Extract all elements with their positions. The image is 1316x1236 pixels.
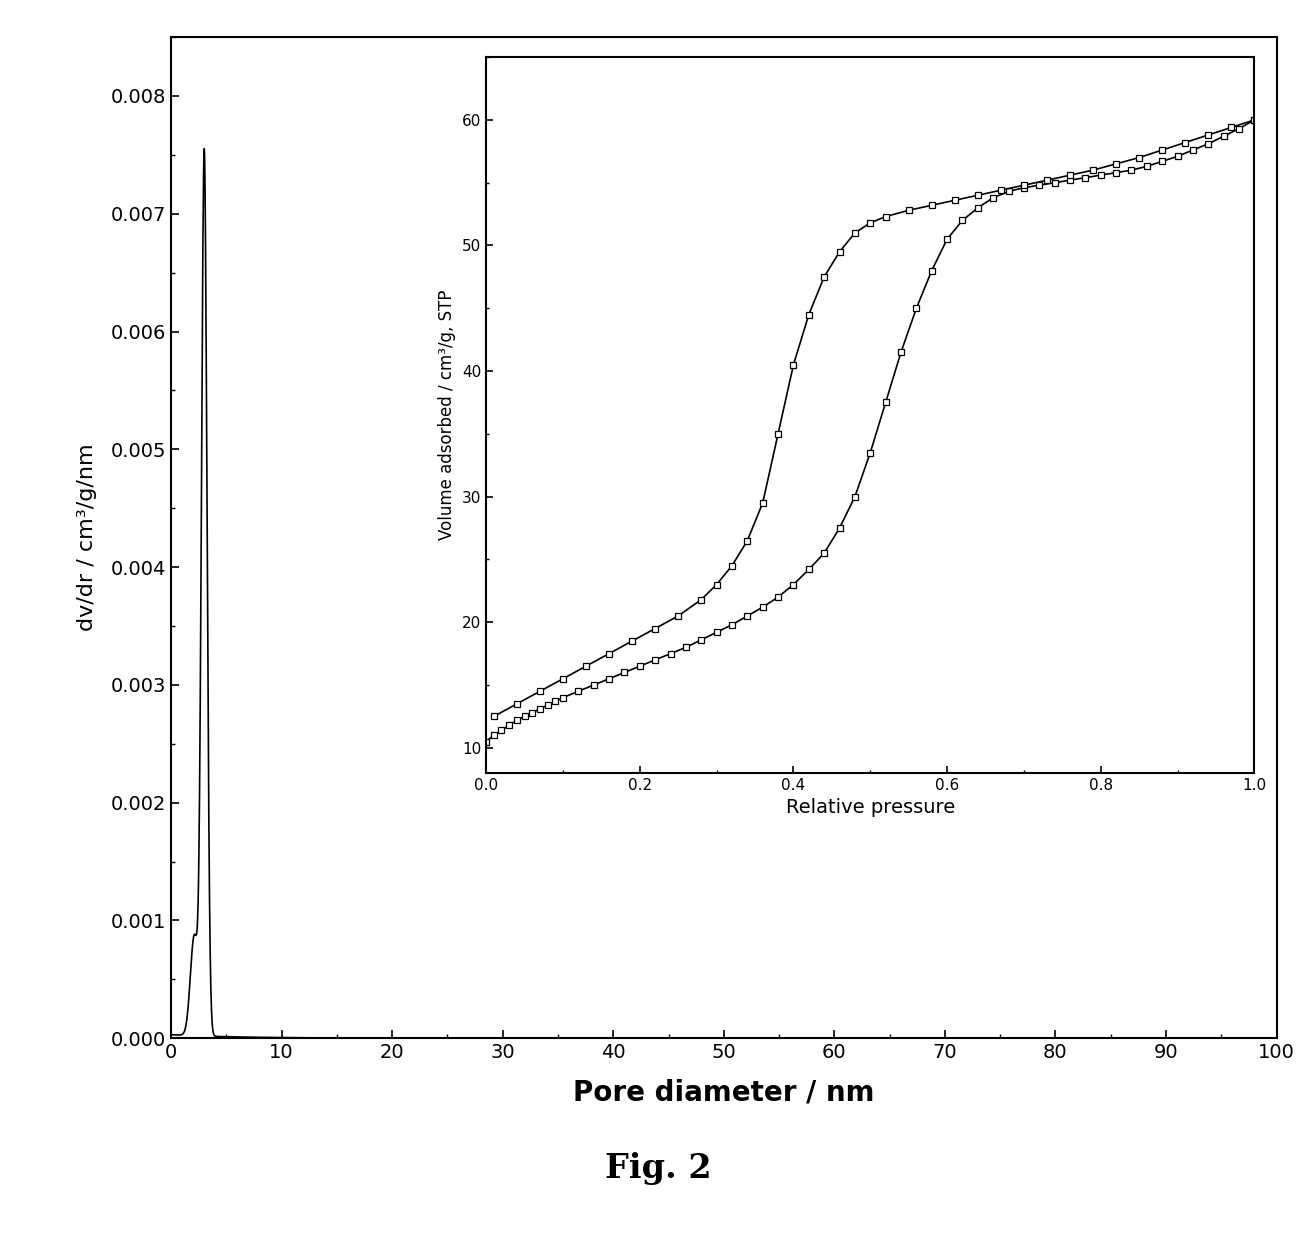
- Text: Fig. 2: Fig. 2: [604, 1152, 712, 1184]
- Y-axis label: dv/dr / cm³/g/nm: dv/dr / cm³/g/nm: [76, 444, 97, 632]
- X-axis label: Pore diameter / nm: Pore diameter / nm: [572, 1079, 875, 1106]
